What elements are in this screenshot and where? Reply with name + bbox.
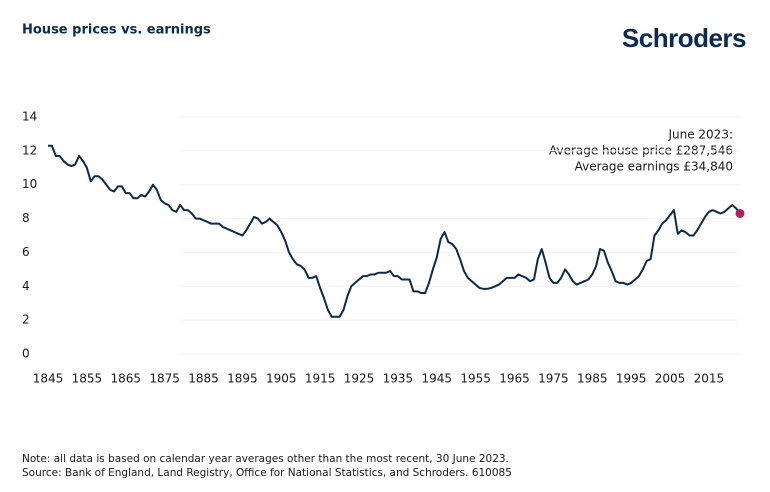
latest-point — [735, 208, 745, 218]
x-tick-label: 1885 — [188, 372, 219, 386]
x-tick-label: 2005 — [655, 372, 686, 386]
x-tick-label: 1955 — [460, 372, 491, 386]
y-tick-label: 8 — [22, 211, 30, 225]
y-tick-label: 14 — [22, 110, 37, 124]
chart-title: House prices vs. earnings — [22, 23, 211, 38]
x-tick-label: 1975 — [538, 372, 569, 386]
x-tick-label: 1985 — [577, 372, 608, 386]
x-tick-label: 1935 — [383, 372, 414, 386]
y-tick-label: 10 — [22, 177, 37, 191]
y-tick-label: 0 — [22, 347, 30, 361]
y-tick-label: 6 — [22, 245, 30, 259]
annotation: Average earnings £34,840 — [575, 160, 733, 174]
x-tick-label: 1895 — [227, 372, 258, 386]
note: Note: all data is based on calendar year… — [22, 453, 509, 465]
x-tick-label: 2015 — [694, 372, 725, 386]
x-tick-label: 1905 — [266, 372, 297, 386]
x-tick-label: 1875 — [149, 372, 180, 386]
x-tick-label: 1945 — [421, 372, 452, 386]
y-tick-label: 4 — [22, 279, 30, 293]
y-tick-label: 12 — [22, 143, 37, 157]
x-tick-label: 1845 — [33, 372, 64, 386]
annotation: June 2023: — [667, 128, 733, 142]
x-tick-label: 1865 — [110, 372, 141, 386]
brand-logo: Schroders — [622, 23, 746, 53]
x-tick-label: 1915 — [305, 372, 336, 386]
x-tick-label: 1855 — [72, 372, 103, 386]
x-tick-label: 1965 — [499, 372, 530, 386]
x-tick-label: 1925 — [344, 372, 375, 386]
y-tick-label: 2 — [22, 313, 30, 327]
x-tick-label: 1995 — [616, 372, 647, 386]
line-series — [48, 144, 741, 318]
note: Source: Bank of England, Land Registry, … — [22, 467, 512, 479]
